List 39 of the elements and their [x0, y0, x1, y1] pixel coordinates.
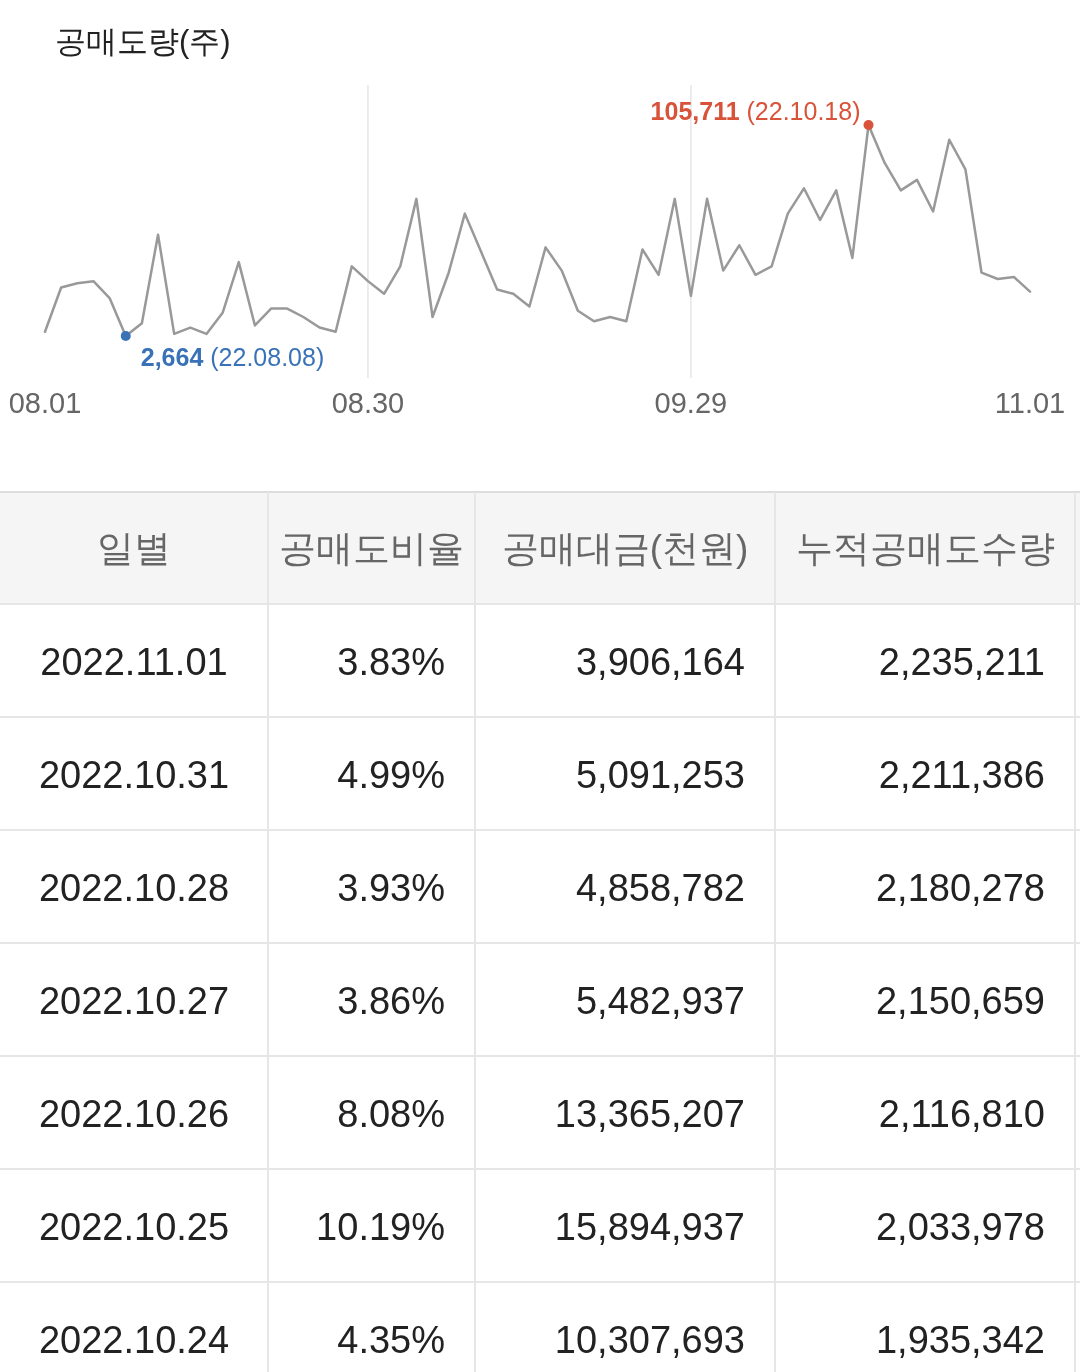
text: 2,150,659: [875, 979, 1045, 1022]
text: 2,235,211: [878, 640, 1045, 683]
category-label: 누적공매도수량: [795, 528, 1055, 569]
text: 2022.10.25: [38, 1205, 230, 1248]
text: 10.19%: [316, 1205, 445, 1248]
text: 2,180,278: [875, 866, 1045, 909]
x-tick-label: 08.01: [8, 387, 82, 419]
text: 2022.10.26: [38, 1092, 230, 1135]
text: 10,307,693: [554, 1318, 745, 1361]
category-label: 공매도비율: [279, 528, 464, 569]
x-tick-label: 08.30: [331, 387, 405, 419]
text: 4.35%: [337, 1318, 445, 1361]
text: 3.83%: [337, 640, 445, 683]
text: 2022.10.31: [38, 753, 230, 796]
text: 4,858,782: [575, 866, 745, 909]
text: 2,664 (22.08.08): [140, 343, 325, 371]
text: 13,365,207: [554, 1092, 745, 1135]
text: 2022.10.27: [38, 979, 230, 1022]
category-label: 일별: [97, 528, 171, 569]
text: 2022.10.28: [38, 866, 230, 909]
text: 2,116,810: [878, 1092, 1045, 1135]
annotation: 105,711 (22.10.18): [650, 97, 861, 125]
text: 5,091,253: [575, 753, 745, 796]
category-label: 공매대금(천원): [501, 528, 749, 569]
text: 1,935,342: [875, 1318, 1045, 1361]
text: 2,033,978: [875, 1205, 1045, 1248]
x-tick-label: 11.01: [994, 387, 1066, 419]
text: 3.93%: [337, 866, 445, 909]
chart-title: 공매도량(주): [55, 24, 231, 59]
x-tick-label: 09.29: [654, 387, 728, 419]
text: 3,906,164: [575, 640, 745, 683]
text: 2,211,386: [878, 753, 1045, 796]
text: 3.86%: [337, 979, 445, 1022]
text: 2022.11.01: [40, 640, 228, 683]
text: 5,482,937: [575, 979, 745, 1022]
text: 4.99%: [337, 753, 445, 796]
text: 15,894,937: [554, 1205, 745, 1248]
text: 2022.10.24: [38, 1318, 230, 1361]
text: 8.08%: [337, 1092, 445, 1135]
